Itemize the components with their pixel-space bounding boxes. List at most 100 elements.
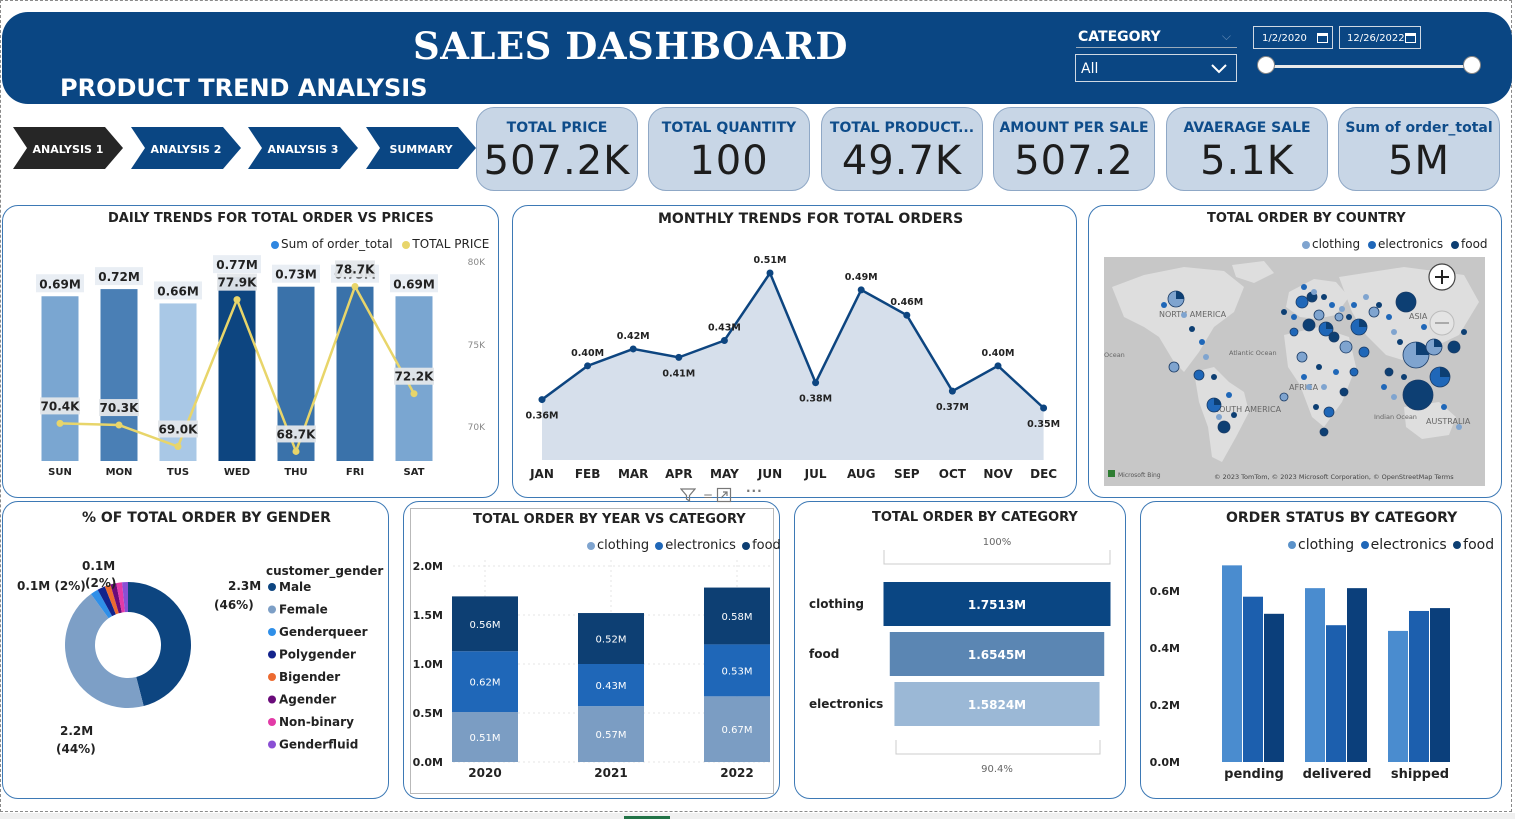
- year-segment-label: 0.56M: [470, 620, 501, 631]
- kpi-card: TOTAL PRODUCT... 49.7K: [821, 107, 983, 191]
- gender-legend-dot: [268, 740, 276, 749]
- map-credit: © 2023 TomTom, © 2023 Microsoft Corporat…: [1214, 473, 1454, 481]
- status-y-tick: 0.4M: [1150, 642, 1180, 655]
- funnel-top-bracket: [883, 550, 1111, 565]
- status-bar: [1243, 596, 1263, 762]
- world-map[interactable]: NORTH AMERICA Atlantic Ocean SOUTH AMERICA…: [1104, 257, 1485, 486]
- map-bubble: [1391, 329, 1397, 335]
- legend-electronics-label: electronics: [1370, 537, 1447, 553]
- order-status-chart[interactable]: 0.6M 0.4M 0.2M 0.0M pending delivered shipped: [1140, 560, 1502, 790]
- map-bubble: [1334, 312, 1344, 322]
- status-bar: [1222, 565, 1242, 762]
- nav-button-1[interactable]: ANALYSIS 1: [13, 127, 123, 169]
- monthly-trends-chart[interactable]: 0.36M JAN 0.40M FEB 0.42M MAR 0.41M APR 0.43M MAY…: [512, 240, 1077, 490]
- daily-trends-legend: Sum of order_total TOTAL PRICE: [271, 237, 489, 251]
- daily-bar: [218, 277, 256, 461]
- map-bubble: [1456, 424, 1462, 430]
- zoom-in-button[interactable]: [1428, 263, 1456, 291]
- daily-trends-chart[interactable]: 80K 75K 70K 0.69M SUN 0.72M MON 0.66M TUS 0.77M WE…: [2, 250, 499, 490]
- price-label-bg: [394, 367, 434, 385]
- map-bubble: [1291, 314, 1297, 320]
- price-label: 69.0K: [159, 423, 199, 437]
- gender-legend-dot: [268, 718, 276, 726]
- daily-bar-label-bg: [36, 274, 84, 293]
- date-slider-handle-start[interactable]: [1257, 56, 1275, 74]
- kpi-card: AMOUNT PER SALE 507.2: [993, 107, 1155, 191]
- legend-food-label: food: [1461, 237, 1488, 251]
- monthly-data-label: 0.40M: [571, 348, 604, 359]
- funnel-top-percent: 100%: [983, 537, 1012, 548]
- calendar-icon[interactable]: [1405, 32, 1416, 43]
- kpi-card: AVAERAGE SALE 5.1K: [1166, 107, 1328, 191]
- gender-title: % OF TOTAL ORDER BY GENDER: [82, 510, 331, 526]
- nav-button-label: ANALYSIS 2: [151, 143, 222, 156]
- focus-mode-icon[interactable]: [716, 487, 732, 503]
- funnel-bar-label: 1.5824M: [968, 698, 1026, 712]
- date-start-input[interactable]: 1/2/2020: [1253, 26, 1333, 49]
- map-bubble: [1193, 369, 1205, 381]
- filter-icon[interactable]: [680, 487, 696, 503]
- map-landmass: [1404, 402, 1456, 439]
- gender-legend-label: Polygender: [279, 648, 356, 662]
- zoom-out-button[interactable]: [1429, 310, 1455, 336]
- legend-clothing-dot: [1288, 541, 1296, 549]
- category-dropdown[interactable]: All: [1075, 54, 1237, 82]
- monthly-point: [857, 286, 865, 294]
- plus-icon: [1435, 270, 1449, 284]
- map-region-label: ASIA: [1409, 312, 1428, 321]
- map-bubble: [1316, 364, 1322, 370]
- funnel-bottom-percent: 90.4%: [981, 764, 1013, 775]
- monthly-point: [720, 337, 728, 344]
- map-bubble-slice: [1214, 398, 1221, 405]
- funnel-category-label: food: [809, 647, 839, 661]
- monthly-data-label: 0.38M: [799, 394, 832, 405]
- map-bubble: [1226, 392, 1232, 398]
- gender-donut-chart[interactable]: 2.3M (46%) 2.2M (44%) 0.1M (2%) 0.1M (2%) custo…: [2, 540, 389, 790]
- monthly-line: [541, 270, 1045, 409]
- monthly-data-label: 0.49M: [845, 272, 878, 283]
- category-funnel-chart[interactable]: 100% 1.7513M clothing 1.6545M food 1.5824M ele…: [794, 528, 1126, 788]
- price-point: [351, 282, 359, 290]
- map-bubble: [1279, 392, 1289, 402]
- map-bubble: [1329, 302, 1335, 308]
- monthly-point: [948, 387, 956, 395]
- legend-clothing-label: clothing: [1298, 537, 1355, 553]
- year-y-tick: 0.0M: [413, 756, 443, 769]
- price-label: 72.2K: [395, 370, 435, 384]
- gender-legend-label: Non-binary: [279, 715, 354, 729]
- gender-slice: [116, 582, 125, 613]
- more-options-icon[interactable]: ···: [746, 484, 763, 498]
- status-y-tick: 0.0M: [1150, 756, 1180, 769]
- price-label: 70.4K: [41, 399, 81, 413]
- gender-legend-label: Agender: [279, 693, 336, 707]
- monthly-point: [766, 269, 774, 277]
- gender-slice: [110, 583, 122, 614]
- year-category-chart[interactable]: 2.0M 1.5M 1.0M 0.5M 0.0M 0.51M 0.62M 0.56M 2020 0…: [403, 555, 780, 785]
- page-subtitle: PRODUCT TREND ANALYSIS: [60, 74, 428, 102]
- price-point: [292, 447, 300, 455]
- year-stack-segment: [704, 644, 770, 697]
- price-point: [233, 296, 241, 304]
- calendar-icon[interactable]: [1317, 32, 1328, 43]
- status-x-label: pending: [1224, 767, 1284, 782]
- gender-slice: [65, 594, 144, 708]
- date-end-value: 12/26/2022: [1347, 33, 1405, 44]
- year-category-title: TOTAL ORDER BY YEAR VS CATEGORY: [473, 512, 746, 527]
- date-slider-track[interactable]: [1267, 65, 1473, 68]
- date-slider-handle-end[interactable]: [1463, 56, 1481, 74]
- map-bubble: [1311, 289, 1317, 295]
- bottom-page-strip: [0, 813, 1515, 819]
- order-status-legend: clothing electronics food: [1288, 537, 1494, 553]
- date-end-input[interactable]: 12/26/2022: [1339, 26, 1421, 49]
- kpi-label: TOTAL PRICE: [506, 120, 608, 136]
- monthly-area: [542, 273, 1044, 460]
- status-bar: [1430, 608, 1450, 762]
- gender-slice: [90, 589, 113, 619]
- legend-electronics-dot: [655, 541, 664, 550]
- nav-button-2[interactable]: ANALYSIS 2: [131, 127, 241, 169]
- nav-button-3[interactable]: ANALYSIS 3: [248, 127, 358, 169]
- chevron-down-icon: [1211, 64, 1227, 74]
- nav-button-4[interactable]: SUMMARY: [366, 127, 476, 169]
- map-bubble: [1391, 394, 1397, 400]
- map-bubble: [1447, 340, 1461, 354]
